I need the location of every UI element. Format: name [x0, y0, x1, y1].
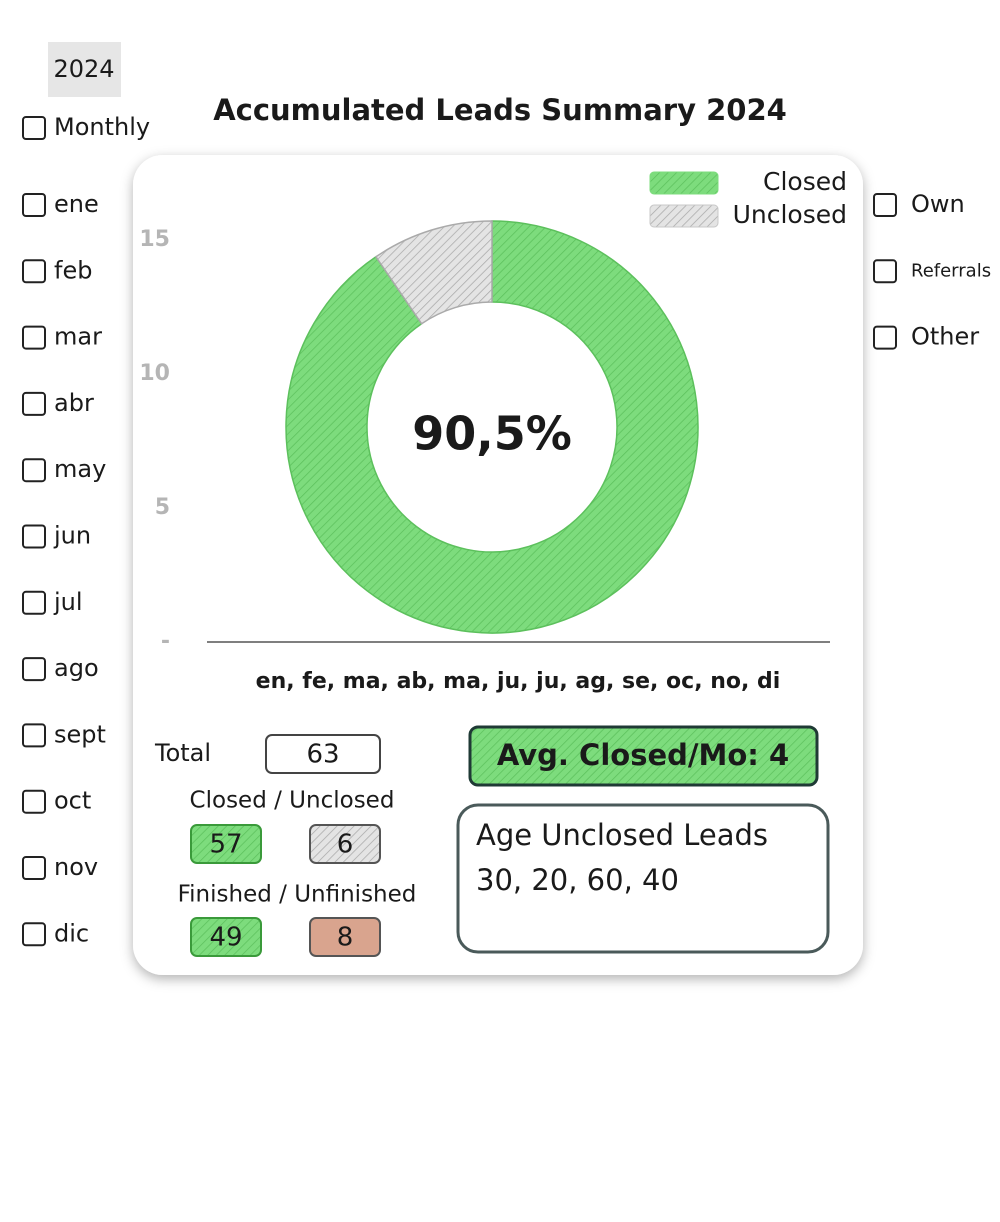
checkbox[interactable] [22, 789, 46, 814]
checkbox[interactable] [22, 723, 46, 748]
y-tick-label: 15 [139, 227, 170, 252]
checkbox-label: may [54, 455, 106, 483]
unfinished-value: 8 [337, 923, 354, 953]
closed-unclosed-label: Closed / Unclosed [190, 788, 395, 814]
legend-label: Closed [763, 167, 847, 196]
checkbox-label: Other [911, 323, 979, 351]
checkbox[interactable] [873, 193, 897, 217]
checkbox-label: Monthly [54, 113, 150, 141]
age-values: 30, 20, 60, 40 [476, 863, 679, 897]
total-box [265, 734, 381, 774]
age-title: Age Unclosed Leads [476, 818, 768, 852]
checkbox[interactable] [873, 325, 897, 350]
donut-slice [374, 220, 493, 325]
checkbox-label: jul [53, 588, 83, 616]
total-value: 63 [306, 740, 339, 770]
unfinished-box [309, 917, 381, 957]
legend-swatch [649, 204, 719, 228]
checkbox[interactable] [22, 193, 46, 217]
checkbox[interactable] [873, 259, 897, 284]
unclosed-box [309, 824, 381, 864]
checkbox[interactable] [22, 259, 46, 284]
avg-closed: Avg. Closed/Mo: 4 [497, 738, 789, 772]
center-label: 90,5% [412, 407, 572, 461]
x-axis-label: en, fe, ma, ab, ma, ju, ju, ag, se, oc, … [256, 669, 781, 694]
checkbox[interactable] [22, 116, 46, 140]
year-label: 2024 [53, 55, 114, 83]
checkbox-label: dic [54, 919, 89, 947]
closed-box [190, 824, 262, 864]
checkbox[interactable] [22, 856, 46, 880]
age-box [456, 803, 830, 954]
checkbox[interactable] [22, 657, 46, 682]
checkbox[interactable] [22, 458, 46, 483]
chart-title: Accumulated Leads Summary 2024 [213, 93, 787, 127]
checkbox[interactable] [22, 391, 46, 416]
legend-label: Unclosed [733, 200, 847, 229]
checkbox-label: sept [54, 720, 106, 748]
avg-box [468, 725, 819, 787]
unclosed-value: 6 [337, 830, 354, 860]
finished-box [190, 917, 262, 957]
checkbox[interactable] [22, 524, 46, 549]
checkbox-label: jun [53, 522, 91, 550]
checkbox-label: feb [54, 256, 92, 284]
checkbox[interactable] [22, 325, 46, 350]
donut-slice [285, 220, 699, 634]
total-label: Total [154, 739, 211, 767]
checkbox-label: mar [54, 323, 102, 351]
legend-swatch [649, 171, 719, 195]
y-tick-label: 5 [155, 495, 170, 520]
closed-value: 57 [209, 830, 242, 860]
checkbox-label: oct [54, 787, 91, 815]
checkbox-label: Referrals [911, 260, 991, 281]
finished-value: 49 [209, 923, 242, 953]
y-tick-label: 10 [139, 361, 170, 386]
checkbox[interactable] [22, 922, 46, 947]
finished-label: Finished / Unfinished [178, 882, 417, 908]
checkbox-label: nov [54, 853, 98, 881]
y-tick-label: - [161, 629, 170, 654]
checkbox-label: ene [54, 190, 99, 218]
checkbox-label: Own [911, 190, 965, 218]
checkbox-label: abr [54, 389, 94, 417]
checkbox[interactable] [22, 590, 46, 615]
checkbox-label: ago [54, 654, 99, 682]
year-tab[interactable] [48, 42, 121, 97]
